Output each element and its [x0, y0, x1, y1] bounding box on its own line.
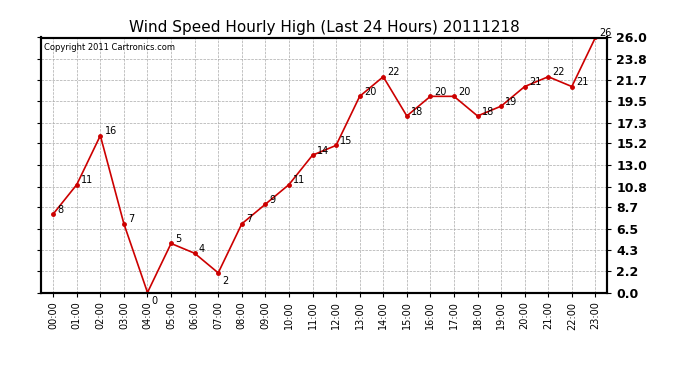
Text: 4: 4 [199, 244, 205, 254]
Title: Wind Speed Hourly High (Last 24 Hours) 20111218: Wind Speed Hourly High (Last 24 Hours) 2… [129, 20, 520, 35]
Text: 18: 18 [411, 106, 423, 117]
Text: 9: 9 [270, 195, 275, 205]
Text: 19: 19 [505, 97, 518, 107]
Text: 21: 21 [529, 77, 541, 87]
Text: 11: 11 [81, 175, 93, 185]
Text: 5: 5 [175, 234, 181, 244]
Text: 26: 26 [600, 28, 612, 38]
Text: Copyright 2011 Cartronics.com: Copyright 2011 Cartronics.com [44, 43, 175, 52]
Text: 20: 20 [435, 87, 447, 97]
Text: 2: 2 [222, 276, 228, 286]
Text: 15: 15 [340, 136, 353, 146]
Text: 14: 14 [317, 146, 329, 156]
Text: 20: 20 [458, 87, 471, 97]
Text: 0: 0 [152, 296, 158, 306]
Text: 21: 21 [576, 77, 589, 87]
Text: 16: 16 [104, 126, 117, 136]
Text: 7: 7 [246, 214, 253, 225]
Text: 11: 11 [293, 175, 306, 185]
Text: 7: 7 [128, 214, 135, 225]
Text: 20: 20 [364, 87, 376, 97]
Text: 22: 22 [553, 68, 565, 77]
Text: 18: 18 [482, 106, 494, 117]
Text: 22: 22 [387, 68, 400, 77]
Text: 8: 8 [57, 205, 63, 214]
